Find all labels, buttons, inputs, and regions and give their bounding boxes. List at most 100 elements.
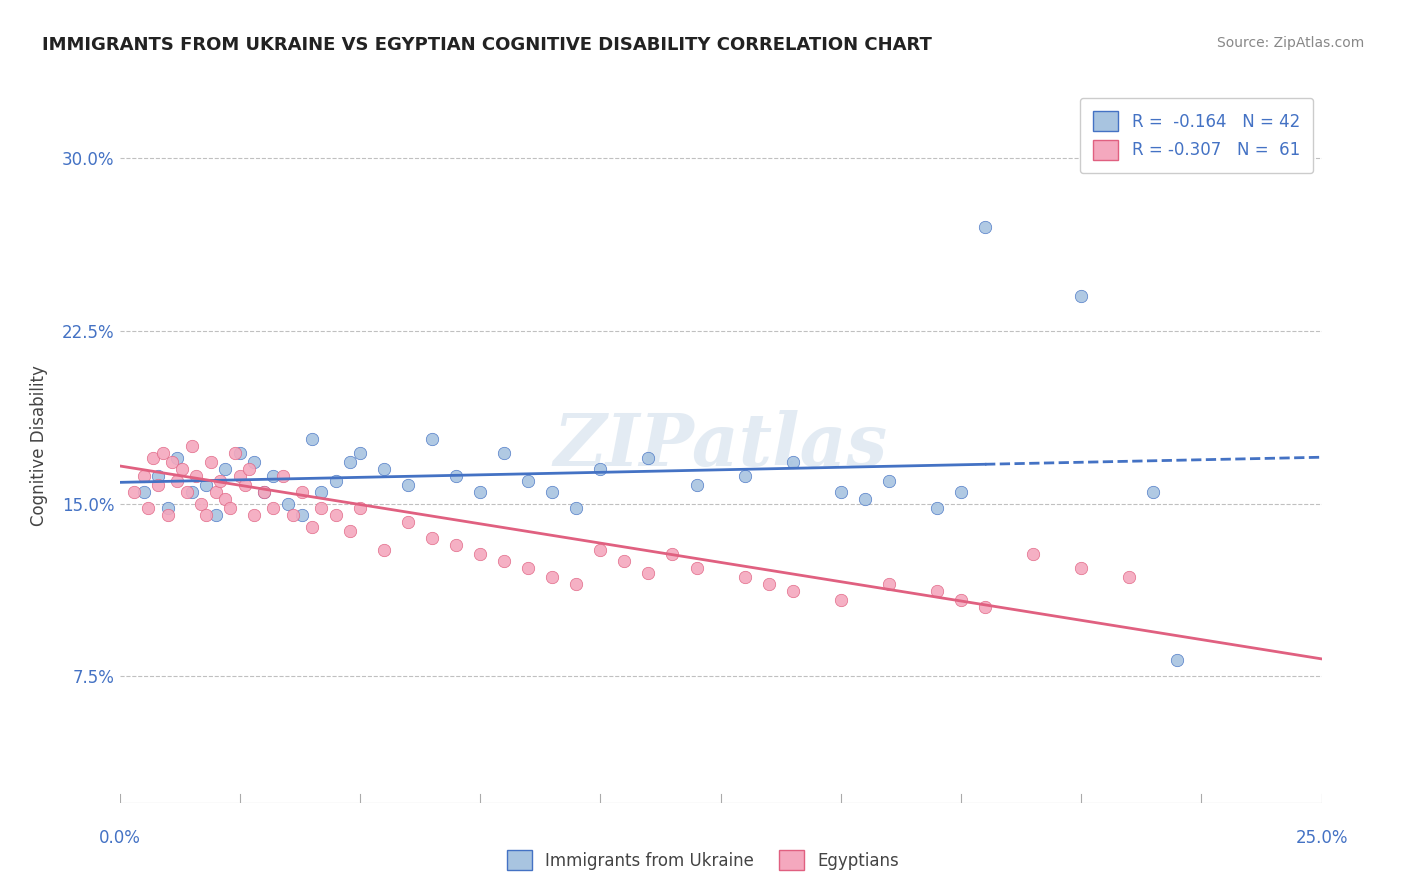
- Point: [138, 501, 160, 516]
- Point: [176, 485, 198, 500]
- Point: [1022, 547, 1045, 561]
- Point: [146, 478, 169, 492]
- Point: [228, 469, 252, 483]
- Point: [541, 485, 564, 500]
- Point: [541, 570, 564, 584]
- Point: [339, 455, 361, 469]
- Point: [253, 485, 276, 500]
- Point: [877, 474, 900, 488]
- Text: ZIPatlas: ZIPatlas: [554, 410, 887, 482]
- Point: [396, 478, 419, 492]
- Point: [214, 462, 236, 476]
- Point: [190, 497, 212, 511]
- Point: [339, 524, 361, 538]
- Point: [166, 474, 188, 488]
- Point: [301, 519, 323, 533]
- Point: [734, 570, 756, 584]
- Point: [685, 561, 707, 575]
- Point: [974, 600, 997, 615]
- Point: [589, 542, 612, 557]
- Point: [195, 478, 218, 492]
- Legend: R =  -0.164   N = 42, R = -0.307   N =  61: R = -0.164 N = 42, R = -0.307 N = 61: [1080, 97, 1313, 173]
- Point: [420, 432, 443, 446]
- Point: [204, 485, 226, 500]
- Point: [238, 462, 260, 476]
- Point: [262, 501, 284, 516]
- Point: [420, 531, 443, 545]
- Point: [142, 450, 165, 465]
- Point: [122, 485, 145, 500]
- Point: [271, 469, 294, 483]
- Point: [224, 446, 246, 460]
- Point: [974, 220, 997, 235]
- Point: [253, 485, 276, 500]
- Point: [162, 455, 184, 469]
- Point: [830, 593, 852, 607]
- Point: [281, 508, 304, 522]
- Point: [209, 474, 232, 488]
- Point: [195, 24, 218, 38]
- Point: [373, 462, 395, 476]
- Point: [301, 432, 323, 446]
- Point: [166, 450, 188, 465]
- Point: [565, 501, 588, 516]
- Point: [152, 446, 174, 460]
- Point: [180, 439, 202, 453]
- Point: [468, 547, 492, 561]
- Point: [949, 593, 972, 607]
- Text: 25.0%: 25.0%: [1295, 829, 1348, 847]
- Point: [233, 478, 256, 492]
- Point: [373, 542, 395, 557]
- Point: [291, 485, 314, 500]
- Point: [1142, 485, 1164, 500]
- Point: [1166, 653, 1188, 667]
- Point: [1118, 570, 1140, 584]
- Point: [200, 455, 222, 469]
- Point: [277, 497, 299, 511]
- Point: [444, 538, 467, 552]
- Point: [311, 501, 333, 516]
- Point: [186, 469, 208, 483]
- Point: [758, 577, 780, 591]
- Point: [349, 446, 371, 460]
- Legend: Immigrants from Ukraine, Egyptians: Immigrants from Ukraine, Egyptians: [494, 837, 912, 884]
- Point: [468, 485, 492, 500]
- Point: [830, 485, 852, 500]
- Point: [132, 469, 155, 483]
- Text: 0.0%: 0.0%: [98, 829, 141, 847]
- Point: [637, 566, 659, 580]
- Point: [311, 485, 333, 500]
- Point: [156, 508, 179, 522]
- Text: IMMIGRANTS FROM UKRAINE VS EGYPTIAN COGNITIVE DISABILITY CORRELATION CHART: IMMIGRANTS FROM UKRAINE VS EGYPTIAN COGN…: [42, 36, 932, 54]
- Point: [1070, 289, 1092, 303]
- Point: [685, 478, 707, 492]
- Point: [243, 508, 266, 522]
- Point: [132, 485, 155, 500]
- Point: [637, 450, 659, 465]
- Point: [396, 515, 419, 529]
- Point: [661, 547, 683, 561]
- Point: [291, 508, 314, 522]
- Point: [444, 469, 467, 483]
- Point: [262, 469, 284, 483]
- Point: [146, 469, 169, 483]
- Y-axis label: Cognitive Disability: Cognitive Disability: [30, 366, 48, 526]
- Point: [1070, 561, 1092, 575]
- Point: [219, 501, 242, 516]
- Point: [195, 508, 218, 522]
- Point: [517, 474, 540, 488]
- Point: [782, 584, 804, 599]
- Point: [349, 501, 371, 516]
- Point: [494, 554, 516, 568]
- Text: Source: ZipAtlas.com: Source: ZipAtlas.com: [1216, 36, 1364, 50]
- Point: [853, 491, 876, 506]
- Point: [613, 554, 636, 568]
- Point: [228, 446, 252, 460]
- Point: [204, 508, 226, 522]
- Point: [925, 501, 948, 516]
- Point: [170, 462, 193, 476]
- Point: [325, 508, 347, 522]
- Point: [782, 455, 804, 469]
- Point: [949, 485, 972, 500]
- Point: [156, 501, 179, 516]
